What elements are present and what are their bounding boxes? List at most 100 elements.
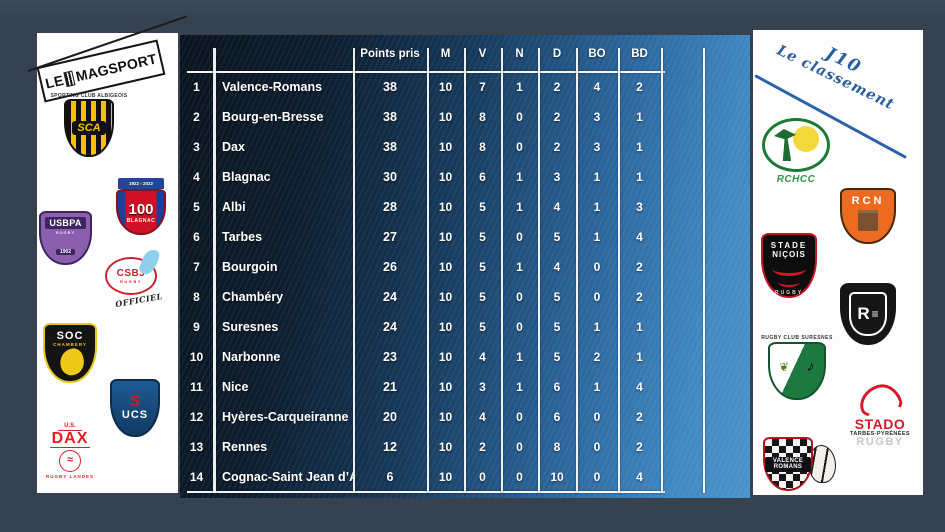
right-logo-panel: J10 Le classement RCHCC RCN STADE NIÇOIS… [753,30,923,495]
us-dax-logo: U.S. DAX ≈ RUGBY LANDES [43,423,97,479]
usbpa-logo: USBPA RUGBY 1902 [38,211,93,265]
stade-nicois-shield: STADE NIÇOIS RUGBY [761,233,817,298]
points-cell: 38 [383,140,397,154]
bo-cell: 1 [593,170,601,184]
column-divider [618,48,620,493]
bo-cell: 3 [593,140,601,154]
table-row: 5 Albi 28 10 5 1 4 1 3 [180,192,750,222]
header-n: N [515,47,524,60]
bo-cell: 1 [593,380,601,394]
rank-cell: 13 [189,440,204,454]
matches-cell: 10 [438,290,453,304]
table-row: 2 Bourg-en-Bresse 38 10 8 0 2 3 1 [180,102,750,132]
suresnes-arc-text: RUGBY CLUB SURESNES [761,335,833,341]
table-row: 12 Hyères-Carqueiranne 20 10 4 0 6 0 2 [180,402,750,432]
stade-nicois-line1: STADE [770,241,808,250]
csbj-initials: CSBJ [116,268,146,279]
team-cell: Bourg-en-Bresse [222,110,324,124]
team-cell: Valence-Romans [222,80,323,94]
points-cell: 20 [383,410,397,424]
suresnes-saxophone-icon: ♪ [804,357,816,376]
draws-cell: 0 [516,440,523,454]
losses-cell: 5 [553,290,561,304]
table-header-row: Points pris M V N D BO BD [180,35,750,72]
dax-us-prefix: U.S. [58,423,82,431]
stade-nicois-line2: NIÇOIS [772,250,806,259]
losses-cell: 6 [553,410,561,424]
rank-cell: 9 [193,320,200,334]
draws-cell: 0 [516,290,523,304]
draws-cell: 0 [516,230,523,244]
points-cell: 38 [383,110,397,124]
valence-checkered-shield: VALENCE ROMANS [763,437,813,491]
table-body: 1 Valence-Romans 38 10 7 1 2 4 2 2 Bourg… [180,72,750,492]
rennes-bars-glyph: ≡ [871,307,879,321]
wins-cell: 3 [479,380,486,394]
csbj-oval: CSBJ RUGBY [105,247,162,295]
usbpa-shield: USBPA RUGBY 1902 [39,211,92,265]
bo-cell: 1 [593,200,601,214]
sca-shield: SCA [64,99,114,157]
sca-initials: SCA [72,121,106,135]
table-row: 7 Bourgoin 26 10 5 1 4 0 2 [180,252,750,282]
rank-cell: 10 [189,350,204,364]
draws-cell: 1 [516,170,523,184]
rchcc-sun-icon [793,126,819,152]
rank-cell: 11 [190,380,203,394]
magsport-text-left: Le [43,71,66,92]
draws-cell: 1 [516,380,523,394]
blagnac-logo: 1922 - 2022 100 BLAGNAC [110,178,172,235]
team-cell: Chambéry [222,290,284,304]
team-cell: Hyères-Carqueiranne [222,410,349,424]
usbpa-sub: RUGBY [55,230,76,235]
rcn-logo: RCN [838,188,898,244]
bd-cell: 4 [636,470,643,484]
rank-divider-line [213,48,216,493]
matches-cell: 10 [438,230,453,244]
matches-cell: 10 [438,350,453,364]
bo-cell: 0 [593,440,601,454]
table-row: 14 Cognac-Saint Jean d’Angély 6 10 0 0 1… [180,462,750,492]
left-logo-panel: Le MagSport SPORTING CLUB ALBIGEOIS SCA … [36,33,178,493]
losses-cell: 4 [553,200,561,214]
wins-cell: 4 [479,410,486,424]
ucs-s-glyph: S [129,393,141,410]
matches-cell: 10 [438,80,453,94]
soc-shield: SOC CHAMBERY [43,323,97,383]
bo-cell: 0 [593,410,601,424]
valence-band-text: VALENCE ROMANS [765,456,811,472]
stado-title: STADO [854,416,906,432]
table-row: 4 Blagnac 30 10 6 1 3 1 1 [180,162,750,192]
column-divider [353,48,355,493]
bo-cell: 2 [593,350,601,364]
points-cell: 21 [383,380,397,394]
rchcc-initials: RCHCC [776,174,816,185]
csbj-logo: CSBJ RUGBY [105,247,162,295]
rank-cell: 7 [193,260,200,274]
rennes-shield: R ≡ [840,283,896,345]
bd-cell: 1 [636,170,643,184]
team-cell: Nice [222,380,249,394]
ucs-logo: S UCS [110,379,160,437]
ucs-initials: UCS [121,409,149,421]
suresnes-grapes-icon: ❦ [779,360,790,374]
losses-cell: 10 [550,470,564,484]
usbpa-year: 1902 [55,249,76,255]
table-row: 3 Dax 38 10 8 0 2 3 1 [180,132,750,162]
rank-cell: 5 [193,200,200,214]
column-divider [661,48,663,493]
rchcc-oval [762,118,830,172]
wins-cell: 5 [479,200,486,214]
losses-cell: 2 [553,80,561,94]
blagnac-castle-band: 1922 - 2022 [118,178,164,189]
column-divider [538,48,540,493]
losses-cell: 4 [553,260,561,274]
dax-sub: RUGBY LANDES [46,474,94,479]
rank-cell: 6 [193,230,200,244]
valence-tiger-icon [809,445,836,483]
draws-cell: 1 [516,200,523,214]
dax-initials: DAX [49,430,91,448]
bd-cell: 4 [636,230,643,244]
column-divider [703,48,705,493]
bd-cell: 2 [636,260,643,274]
